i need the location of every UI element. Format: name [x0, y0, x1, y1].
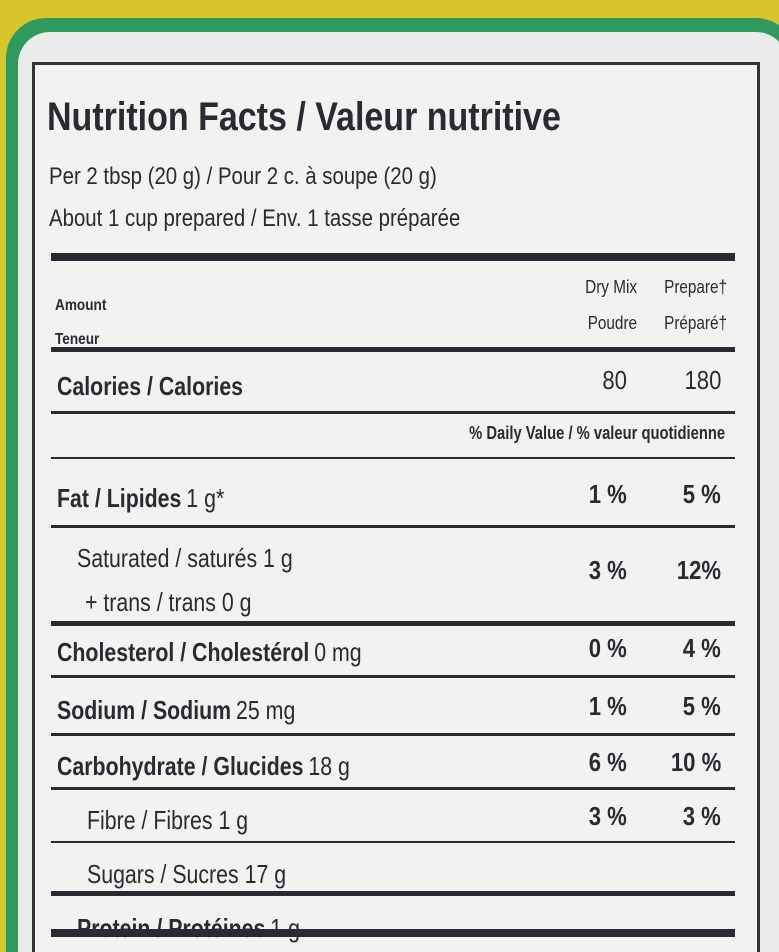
title: Nutrition Facts / Valeur nutritive [47, 95, 561, 139]
nutrient-amount: 1 g [270, 913, 300, 943]
nutrition-label: Nutrition Facts / Valeur nutritive Per 2… [32, 62, 760, 952]
percent-dry: 6 % [588, 747, 627, 777]
percent-prepared: 3 % [682, 801, 721, 831]
column-header: Préparé† [664, 313, 727, 333]
nutrient-name: Carbohydrate / Glucides [57, 751, 304, 781]
rule [51, 347, 735, 352]
percent-dry: 3 % [588, 555, 627, 585]
rule [51, 787, 735, 790]
calories-dry: 80 [602, 365, 627, 395]
nutrient-name: Saturated / saturés 1 g [77, 543, 293, 573]
rule [51, 411, 735, 414]
rule [51, 841, 735, 843]
percent-prepared: 5 % [682, 479, 721, 509]
serving: Per 2 tbsp (20 g) / Pour 2 c. à soupe (2… [49, 163, 437, 190]
nutrient-row: Carbohydrate / Glucides 18 g [57, 751, 350, 782]
percent-prepared: 4 % [682, 633, 721, 663]
nutrient-amount: 18 g [308, 751, 350, 781]
nutrient-name: Sugars / Sucres 17 g [87, 859, 287, 889]
percent-dry: 3 % [588, 801, 627, 831]
nutrient-name: Sodium / Sodium [57, 695, 232, 725]
rule [51, 253, 735, 261]
column-header: Dry Mix [585, 277, 637, 297]
nutrient-amount: 0 mg [314, 637, 362, 667]
nutrient-row: Sodium / Sodium 25 mg [57, 695, 295, 726]
amount-header: Amount [55, 297, 107, 314]
percent-prepared: 10 % [670, 747, 721, 777]
column-header: Prepare† [664, 277, 727, 297]
nutrient-row: Fibre / Fibres 1 g [87, 805, 248, 836]
nutrient-name: Protein / Protéines [77, 913, 266, 943]
nutrient-row: Saturated / saturés 1 g [77, 543, 293, 574]
calories-prepared: 180 [684, 365, 721, 395]
rule [51, 675, 735, 678]
nutrient-name: Cholesterol / Cholestérol [57, 637, 310, 667]
nutrient-amount: 1 g* [186, 483, 225, 513]
rule [51, 891, 735, 896]
nutrient-name: Fat / Lipides [57, 483, 182, 513]
nutrient-row: Protein / Protéines 1 g [77, 913, 300, 944]
nutrient-row: Sugars / Sucres 17 g [87, 859, 286, 890]
percent-prepared: 12% [676, 555, 721, 585]
nutrient-name: Fibre / Fibres 1 g [87, 805, 249, 835]
nutrient-amount: 25 mg [236, 695, 296, 725]
calories-label: Calories / Calories [57, 371, 244, 401]
rule [51, 525, 735, 528]
rule [51, 733, 735, 736]
percent-dry: 1 % [588, 691, 627, 721]
serving: About 1 cup prepared / Env. 1 tasse prép… [49, 205, 461, 232]
percent-dry: 0 % [588, 633, 627, 663]
column-header: Poudre [587, 313, 637, 333]
nutrient-row: Fat / Lipides 1 g* [57, 483, 224, 514]
percent-dry: 1 % [588, 479, 627, 509]
nutrient-row: Cholesterol / Cholestérol 0 mg [57, 637, 362, 668]
daily-value-header: % Daily Value / % valeur quotidienne [469, 423, 725, 443]
rule [51, 621, 735, 626]
rule [51, 457, 735, 459]
amount-header: Teneur [55, 331, 100, 348]
percent-prepared: 5 % [682, 691, 721, 721]
rule [51, 929, 735, 937]
nutrient-subrow: + trans / trans 0 g [85, 587, 252, 617]
